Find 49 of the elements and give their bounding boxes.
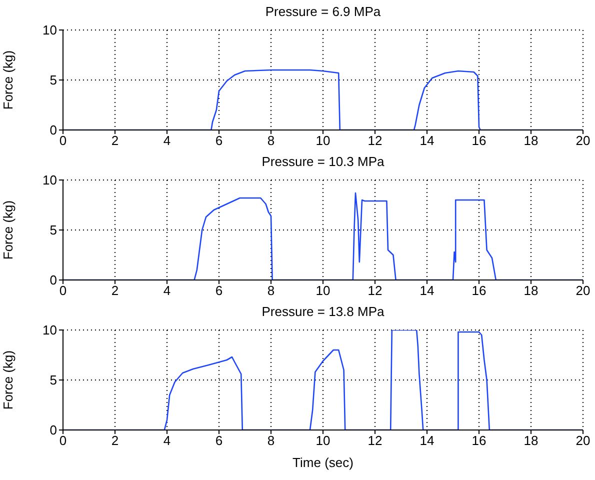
x-tick-label: 10 — [316, 433, 330, 448]
x-tick-label: 14 — [420, 433, 434, 448]
x-tick-label: 14 — [420, 133, 434, 148]
x-tick-label: 20 — [576, 433, 590, 448]
chart-title: Pressure = 10.3 MPa — [260, 154, 386, 169]
y-axis-title: Force (kg) — [0, 350, 16, 410]
x-tick-label: 18 — [524, 283, 538, 298]
x-tick-label: 2 — [111, 133, 119, 148]
x-tick-label: 20 — [576, 133, 590, 148]
x-tick-label: 8 — [267, 133, 275, 148]
x-tick-label: 16 — [472, 283, 486, 298]
x-tick-label: 10 — [316, 133, 330, 148]
chart-title: Pressure = 13.8 MPa — [260, 304, 386, 319]
x-tick-label: 0 — [59, 133, 67, 148]
y-tick-label: 0 — [50, 272, 57, 288]
y-tick-label: 0 — [50, 122, 57, 138]
x-tick-label: 0 — [59, 283, 67, 298]
x-tick-label: 4 — [163, 433, 171, 448]
y-tick-label: 10 — [42, 22, 57, 38]
x-tick-label: 16 — [472, 133, 486, 148]
x-tick-label: 10 — [316, 283, 330, 298]
y-axis-title: Force (kg) — [0, 50, 16, 110]
x-axis-title: Time (sec) — [292, 455, 354, 470]
x-tick-label: 4 — [163, 133, 171, 148]
x-tick-label: 12 — [368, 433, 382, 448]
x-tick-label: 4 — [163, 283, 171, 298]
x-tick-label: 12 — [368, 133, 382, 148]
chart-title: Pressure = 6.9 MPa — [264, 4, 382, 19]
x-tick-label: 18 — [524, 133, 538, 148]
x-tick-label: 18 — [524, 433, 538, 448]
x-tick-label: 6 — [215, 283, 223, 298]
x-tick-label: 6 — [215, 133, 223, 148]
x-tick-label: 8 — [267, 433, 275, 448]
x-tick-label: 20 — [576, 283, 590, 298]
y-tick-label: 5 — [50, 72, 57, 88]
y-tick-label: 5 — [50, 372, 57, 388]
y-tick-label: 10 — [42, 322, 57, 338]
y-tick-label: 0 — [50, 422, 57, 438]
x-tick-label: 6 — [215, 433, 223, 448]
y-axis-title: Force (kg) — [0, 200, 16, 260]
x-tick-label: 0 — [59, 433, 67, 448]
x-tick-label: 16 — [472, 433, 486, 448]
x-tick-label: 2 — [111, 283, 119, 298]
x-tick-label: 2 — [111, 433, 119, 448]
y-tick-label: 10 — [42, 172, 57, 188]
x-tick-label: 12 — [368, 283, 382, 298]
x-tick-label: 8 — [267, 283, 275, 298]
x-tick-label: 14 — [420, 283, 434, 298]
y-tick-label: 5 — [50, 222, 57, 238]
